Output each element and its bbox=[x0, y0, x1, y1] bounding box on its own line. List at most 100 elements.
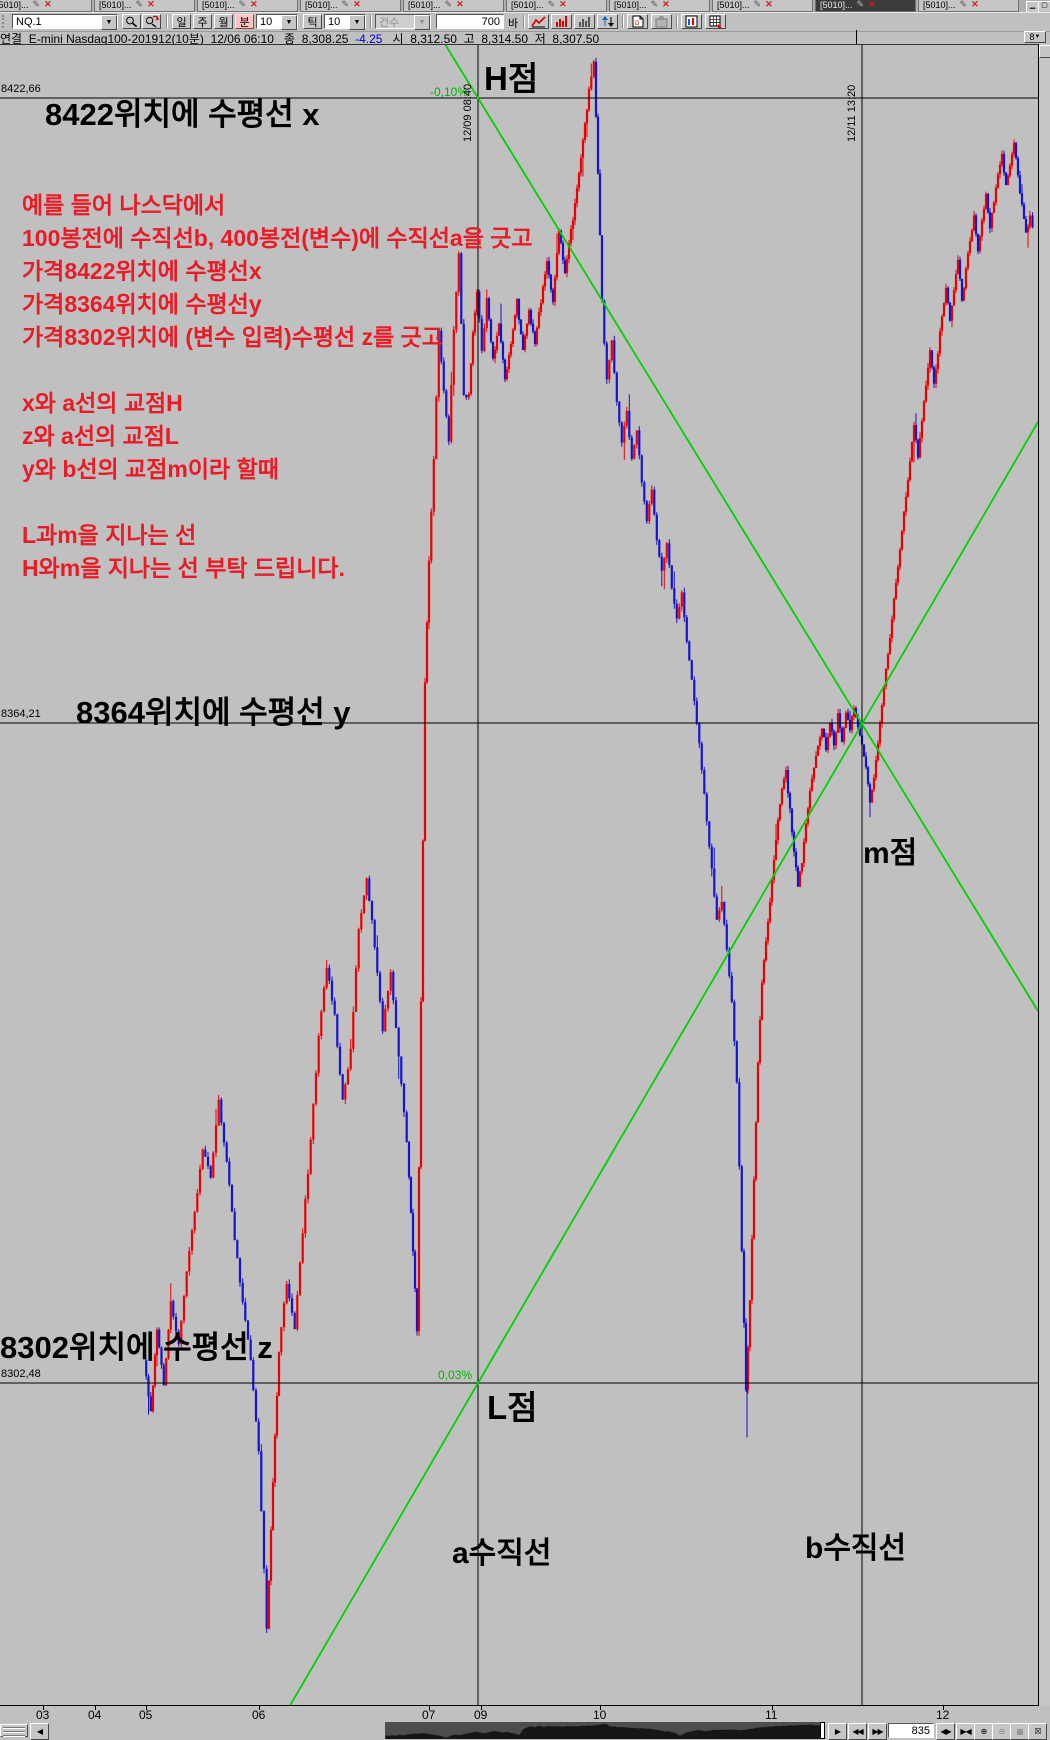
grid-icon bbox=[708, 15, 723, 28]
symbol-combo[interactable]: NQ.1 ▼ bbox=[12, 14, 118, 30]
right-scrollbar-thumb[interactable] bbox=[1039, 45, 1050, 58]
visible-bars-input[interactable] bbox=[888, 1723, 934, 1738]
tab-close-icon[interactable]: ✕ bbox=[662, 0, 670, 9]
axis-date-label: 05 bbox=[139, 1708, 153, 1722]
window-tab[interactable]: [5010]...✎✕ bbox=[197, 0, 298, 12]
tab-close-icon[interactable]: ✕ bbox=[456, 0, 464, 9]
window-tab[interactable]: [5010]...✎✕ bbox=[300, 0, 401, 12]
tab-close-icon[interactable]: ✕ bbox=[250, 0, 258, 9]
low-label: 저 bbox=[534, 32, 546, 44]
count-combo: 건수 ▼ bbox=[375, 14, 431, 30]
search-button[interactable] bbox=[122, 14, 141, 29]
window-tab[interactable]: [5010]...✎✕ bbox=[918, 0, 1019, 12]
search-recent-button[interactable] bbox=[142, 14, 161, 29]
right-scrollbar-track[interactable] bbox=[1039, 44, 1050, 1705]
chevron-down-icon[interactable]: ▼ bbox=[281, 15, 297, 30]
low-value: 8,307.50 bbox=[552, 32, 600, 44]
axis-tick bbox=[772, 1706, 773, 1710]
chart-doc-icon bbox=[684, 15, 699, 28]
tv-icon bbox=[654, 15, 669, 28]
chart-report-button[interactable] bbox=[681, 14, 702, 29]
mini-settings-dropdown[interactable]: 8 ▼ bbox=[1024, 31, 1046, 43]
window-tab[interactable]: [5010]...✎✕ bbox=[0, 0, 92, 12]
window-tab[interactable]: [5010]...✎✕ bbox=[712, 0, 813, 12]
play-button[interactable]: ▶ bbox=[828, 1723, 847, 1740]
window-tab[interactable]: [5010]...✎✕ bbox=[609, 0, 710, 12]
tab-close-icon[interactable]: ✕ bbox=[559, 0, 567, 9]
zoom-in-button[interactable]: ⊕ bbox=[974, 1723, 993, 1740]
candle-chart-button[interactable] bbox=[551, 14, 572, 29]
chevron-down-icon: ▼ bbox=[414, 15, 430, 30]
fast-back-button[interactable]: ◀◀ bbox=[848, 1723, 867, 1740]
period-minute-button[interactable]: 분 bbox=[235, 14, 254, 29]
grid-toggle-button[interactable]: ▦ bbox=[1010, 1723, 1029, 1740]
axis-date-label: 03 bbox=[36, 1708, 50, 1722]
tab-label: [5010]... bbox=[0, 0, 29, 10]
chart-plot-area[interactable] bbox=[0, 44, 1039, 1706]
bottom-scroll-row: ◀ ▶ ◀◀ ▶▶ ◀▶ ▶◀ ⊕ ⊖ ▦ ☒ bbox=[0, 1722, 1050, 1740]
window-tab[interactable]: [5010]...✎✕ bbox=[94, 0, 195, 12]
window-tab[interactable]: [5010]...✎✕ bbox=[506, 0, 607, 12]
expand-range-button[interactable]: ◀▶ bbox=[936, 1723, 955, 1740]
chart-title-bar: 연결_E-mini Nasdaq100-201912(10분) 12/06 06… bbox=[0, 30, 1050, 44]
tick-button[interactable]: 틱 bbox=[303, 14, 322, 29]
minute-interval-combo[interactable]: 10 ▼ bbox=[256, 14, 298, 30]
axis-date-label: 06 bbox=[252, 1708, 266, 1722]
chevron-down-icon[interactable]: ▼ bbox=[101, 15, 117, 30]
period-week-button[interactable]: 주 bbox=[193, 14, 212, 29]
window-tab[interactable]: [5010]...✎✕ bbox=[403, 0, 504, 12]
open-value: 8,312.50 bbox=[410, 32, 457, 44]
zoom-out-button[interactable]: ⊖ bbox=[992, 1723, 1011, 1740]
window-tab-strip: [5010]...✎✕[5010]...✎✕[5010]...✎✕[5010].… bbox=[0, 0, 1050, 13]
svg-text:D: D bbox=[635, 21, 640, 27]
toolbar-grip[interactable] bbox=[2, 15, 8, 28]
navigator-position-marker[interactable] bbox=[820, 1722, 825, 1739]
candlestick-chart[interactable] bbox=[0, 45, 1038, 1706]
pen-icon: ✎ bbox=[135, 0, 144, 9]
close-panel-button[interactable]: ☒ bbox=[1028, 1723, 1047, 1740]
tab-close-icon[interactable]: ✕ bbox=[353, 0, 361, 9]
tab-close-icon[interactable]: ✕ bbox=[44, 0, 52, 9]
axis-tick bbox=[943, 1706, 944, 1710]
axis-tick bbox=[429, 1706, 430, 1710]
up-down-arrows-icon bbox=[600, 15, 615, 28]
bar-chart-icon bbox=[577, 15, 592, 28]
splitter-handle[interactable] bbox=[0, 1724, 28, 1737]
new-document-button[interactable]: D bbox=[627, 14, 648, 29]
news-button[interactable] bbox=[651, 14, 672, 29]
axis-tick bbox=[481, 1706, 482, 1710]
pen-icon: ✎ bbox=[856, 0, 865, 9]
period-month-button[interactable]: 월 bbox=[214, 14, 233, 29]
line-chart-button[interactable] bbox=[528, 14, 549, 29]
axis-tick bbox=[43, 1706, 44, 1710]
line-chart-icon bbox=[531, 15, 546, 28]
axis-date-label: 07 bbox=[422, 1708, 436, 1722]
fast-forward-button[interactable]: ▶▶ bbox=[868, 1723, 887, 1740]
period-day-button[interactable]: 일 bbox=[172, 14, 191, 29]
scroll-left-button[interactable]: ◀ bbox=[30, 1723, 49, 1740]
chart-toolbar: NQ.1 ▼ 일 주 월 분 10 ▼ 틱 10 ▼ 건수 ▼ 바 D bbox=[0, 12, 1050, 32]
tab-label: [5010]... bbox=[511, 0, 544, 10]
go-to-end-button[interactable]: ▶◀ bbox=[956, 1723, 975, 1740]
tab-close-icon[interactable]: ✕ bbox=[765, 0, 773, 9]
bar-count-input[interactable] bbox=[436, 14, 504, 29]
candle-bars-icon bbox=[554, 15, 569, 28]
tab-label: [5010]... bbox=[614, 0, 647, 10]
scale-toggle-button[interactable] bbox=[597, 14, 618, 29]
axis-tick bbox=[146, 1706, 147, 1710]
high-value: 8,314.50 bbox=[481, 32, 529, 44]
tab-label: [5010]... bbox=[305, 0, 338, 10]
bar-chart-button[interactable] bbox=[574, 14, 595, 29]
grid-settings-button[interactable] bbox=[705, 14, 726, 29]
tab-label: [5010]... bbox=[99, 0, 132, 10]
axis-date-label: 09 bbox=[474, 1708, 488, 1722]
tick-interval-combo[interactable]: 10 ▼ bbox=[324, 14, 366, 30]
window-tab[interactable]: [5010]...✎✕ bbox=[815, 0, 916, 12]
chevron-down-icon[interactable]: ▼ bbox=[349, 15, 365, 30]
tab-close-icon[interactable]: ✕ bbox=[868, 0, 876, 9]
axis-date-label: 12 bbox=[936, 1708, 950, 1722]
tab-close-icon[interactable]: ✕ bbox=[147, 0, 155, 9]
pen-icon: ✎ bbox=[547, 0, 556, 9]
tab-close-icon[interactable]: ✕ bbox=[971, 0, 979, 9]
history-navigator[interactable] bbox=[385, 1722, 820, 1739]
